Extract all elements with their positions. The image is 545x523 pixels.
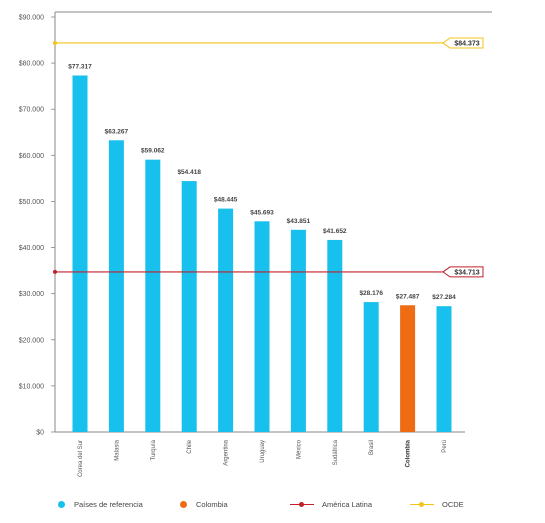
category-label-corea-del-sur: Corea del Sur (78, 440, 84, 477)
y-tick-label: $60.000 (19, 153, 44, 160)
bar-sudafrica (327, 239, 343, 432)
legend-label-latin-america: América Latina (322, 499, 373, 509)
bars (72, 75, 452, 432)
bar-uruguay (254, 221, 270, 432)
y-tick-label: $20.000 (19, 337, 44, 344)
ref-line-marker-ocde (53, 40, 57, 45)
legend-item-reference-countries: Países de referencia (58, 500, 180, 509)
value-label-colombia: $27.487 (396, 293, 420, 300)
legend-item-latin-america: América Latina (290, 500, 410, 509)
legend-item-colombia: Colombia (180, 500, 290, 509)
y-tick-label: $30.000 (19, 291, 44, 298)
y-tick-label: $80.000 (19, 61, 44, 68)
category-label-mexico: México (296, 439, 302, 459)
ref-label-box-ocde (442, 37, 484, 49)
y-axis-ticks: $0 $10.000 $20.000 $30.000 $40.000 $50.000 $60… (19, 15, 55, 437)
value-labels: $77.317 $63.267 $59.062 $54.418 $48.445 $45.6… (68, 63, 456, 301)
value-label-uruguay: $45.693 (250, 209, 274, 216)
y-tick-label: $90.000 (19, 15, 44, 22)
bar-chart: $0 $10.000 $20.000 $30.000 $40.000 $50.000 $60… (19, 11, 492, 477)
legend-label-reference-countries: Países de referencia (74, 499, 143, 509)
value-label-mexico: $43.851 (287, 218, 311, 225)
legend-swatch-latin-america (290, 501, 314, 508)
category-labels: Corea del Sur Malasia Turquía Chile Argentin… (78, 439, 448, 477)
value-label-sudafrica: $41.652 (323, 228, 347, 235)
category-label-colombia: Colombia (406, 439, 412, 467)
category-label-malasia: Malasia (114, 439, 120, 460)
value-label-peru: $27.284 (432, 294, 456, 301)
bar-argentina (218, 208, 234, 432)
category-label-turquia: Turquía (151, 439, 157, 460)
value-label-corea-del-sur: $77.317 (68, 63, 92, 70)
bar-brasil (363, 302, 379, 432)
category-label-chile: Chile (187, 439, 193, 453)
ref-label-ocde: $84.373 (454, 40, 479, 47)
value-label-brasil: $28.176 (359, 290, 383, 297)
category-label-brasil: Brasil (369, 440, 375, 455)
y-tick-label: $10.000 (19, 383, 44, 390)
reference-lines: $84.373 $34.713 (53, 37, 484, 278)
bar-malasia (108, 140, 124, 432)
legend: Países de referencia Colombia América La… (58, 497, 528, 511)
bar-turquia (145, 159, 161, 432)
bar-colombia (400, 305, 416, 432)
ref-label-america-latina: $34.713 (454, 269, 479, 276)
legend-label-ocde: OCDE (442, 499, 464, 509)
legend-label-colombia: Colombia (196, 499, 228, 509)
value-label-chile: $54.418 (177, 169, 201, 176)
bar-peru (436, 306, 452, 432)
y-tick-label: $70.000 (19, 107, 44, 114)
y-tick-label: $50.000 (19, 199, 44, 206)
ref-line-marker-america-latina (53, 269, 57, 274)
category-label-uruguay: Uruguay (260, 440, 266, 463)
bar-corea-del-sur (72, 75, 88, 432)
legend-item-ocde: OCDE (410, 500, 464, 509)
bar-chile (181, 181, 197, 432)
value-label-malasia: $63.267 (105, 128, 129, 135)
legend-swatch-colombia (180, 500, 187, 508)
bar-mexico (290, 229, 306, 432)
value-label-argentina: $48.445 (214, 197, 238, 204)
y-tick-label: $0 (36, 430, 44, 437)
ref-label-box-america-latina (442, 266, 484, 278)
y-tick-label: $40.000 (19, 245, 44, 252)
value-label-turquia: $59.062 (141, 148, 165, 155)
legend-swatch-reference-countries (58, 500, 65, 508)
category-label-sudafrica: Sudáfrica (333, 439, 339, 465)
category-label-peru: Perú (442, 440, 448, 453)
legend-swatch-ocde (410, 501, 434, 508)
category-label-argentina: Argentina (224, 439, 230, 465)
